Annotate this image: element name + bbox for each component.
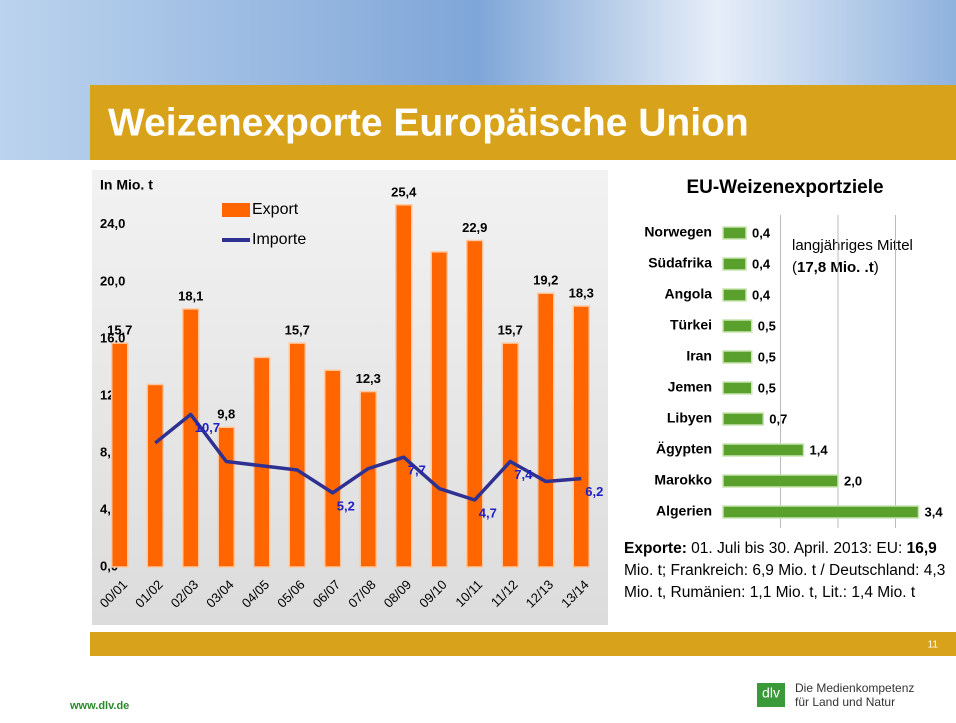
chart-panel	[92, 170, 608, 625]
data-label: 5,2	[337, 498, 355, 513]
data-label: 0,7	[769, 411, 787, 426]
data-label: 0,4	[752, 256, 771, 271]
bar	[253, 356, 271, 568]
bar	[722, 226, 747, 240]
legend-label: Importe	[252, 231, 306, 248]
bar	[217, 426, 235, 568]
data-label: 2,0	[844, 473, 862, 488]
y-tick-label: Marokko	[654, 472, 712, 488]
bar	[111, 342, 129, 568]
bar	[501, 342, 519, 568]
bar	[722, 443, 805, 457]
y-tick-label: Norwegen	[644, 224, 712, 240]
data-label: 7,7	[408, 463, 426, 478]
y-tick-label: Jemen	[668, 379, 712, 395]
footer-url: www.dlv.de	[69, 700, 129, 712]
bar	[722, 350, 753, 364]
y-axis-label: In Mio. t	[100, 177, 153, 193]
data-label: 7,4	[514, 467, 533, 482]
bar	[722, 257, 747, 271]
tagline: Die Medienkompetenz	[795, 681, 914, 695]
chart-title: EU-Weizenexportziele	[686, 177, 883, 198]
bar	[722, 288, 747, 302]
note-value: 16,9	[906, 540, 937, 557]
bar	[722, 412, 764, 426]
data-label: 25,4	[391, 184, 417, 199]
data-label: 0,5	[758, 349, 776, 364]
data-label: 0,4	[752, 287, 771, 302]
annotation-value: 17,8 Mio. .t	[797, 259, 874, 276]
y-tick-label: 24,0	[100, 216, 125, 231]
bar	[288, 342, 306, 568]
tagline: für Land und Natur	[795, 695, 895, 709]
bar	[537, 292, 555, 568]
data-label: 12,3	[356, 371, 381, 386]
data-label: 10,7	[195, 420, 220, 435]
y-tick-label: Angola	[665, 286, 713, 302]
data-label: 18,3	[569, 285, 594, 300]
bar	[146, 383, 164, 568]
annotation-text: (	[792, 259, 797, 276]
y-tick-label: Iran	[686, 348, 712, 364]
bar	[722, 381, 753, 395]
data-label: 15,7	[107, 323, 132, 338]
annotation: langjähriges Mittel (17,8 Mio. .t)	[792, 237, 913, 276]
data-label: 22,9	[462, 220, 487, 235]
bar	[572, 305, 590, 568]
data-label: 18,1	[178, 288, 203, 303]
data-label: 0,5	[758, 318, 776, 333]
data-label: 9,8	[217, 407, 235, 422]
logo: dlv	[762, 685, 780, 701]
note-text: 01. Juli bis 30. April. 2013: EU:	[686, 540, 907, 557]
data-label: 4,7	[479, 505, 497, 520]
title-banner	[90, 85, 956, 160]
annotation-text: )	[874, 259, 879, 276]
bar	[430, 251, 448, 568]
y-tick-label: Türkei	[670, 317, 712, 333]
bar	[722, 319, 753, 333]
data-label: 15,7	[498, 323, 523, 338]
data-label: 15,7	[285, 323, 310, 338]
data-label: 0,4	[752, 225, 771, 240]
y-tick-label: 16,0	[100, 330, 125, 345]
bar	[395, 204, 413, 568]
y-tick-label: Ägypten	[656, 441, 712, 457]
line	[154, 412, 582, 502]
data-label: 3,4	[925, 504, 944, 519]
note: Exporte: 01. Juli bis 30. April. 2013: E…	[624, 538, 954, 604]
bar	[466, 239, 484, 568]
legend-label: Export	[252, 201, 299, 218]
note-text: Exporte:	[624, 540, 687, 557]
y-tick-label: Libyen	[667, 410, 712, 426]
bar	[359, 390, 377, 568]
y-tick-label: Südafrika	[648, 255, 712, 271]
page-number: 11	[928, 640, 939, 651]
data-label: 19,2	[533, 273, 558, 288]
data-label: 1,4	[810, 442, 829, 457]
data-label: 6,2	[585, 484, 603, 499]
logo-box	[757, 683, 785, 707]
legend-swatch	[222, 203, 250, 217]
note-text: Mio. t; Frankreich: 6,9 Mio. t / Deutsch…	[624, 562, 946, 601]
bar	[722, 474, 839, 488]
y-tick-label: Algerien	[656, 503, 712, 519]
bar	[182, 308, 200, 568]
bar	[324, 369, 342, 568]
bar	[722, 505, 920, 519]
data-label: 0,5	[758, 380, 776, 395]
footer-bar	[90, 632, 956, 656]
y-tick-label: 20,0	[100, 273, 125, 288]
slide-title: Weizenexporte Europäische Union	[108, 101, 749, 144]
annotation-text: langjähriges Mittel	[792, 237, 913, 254]
